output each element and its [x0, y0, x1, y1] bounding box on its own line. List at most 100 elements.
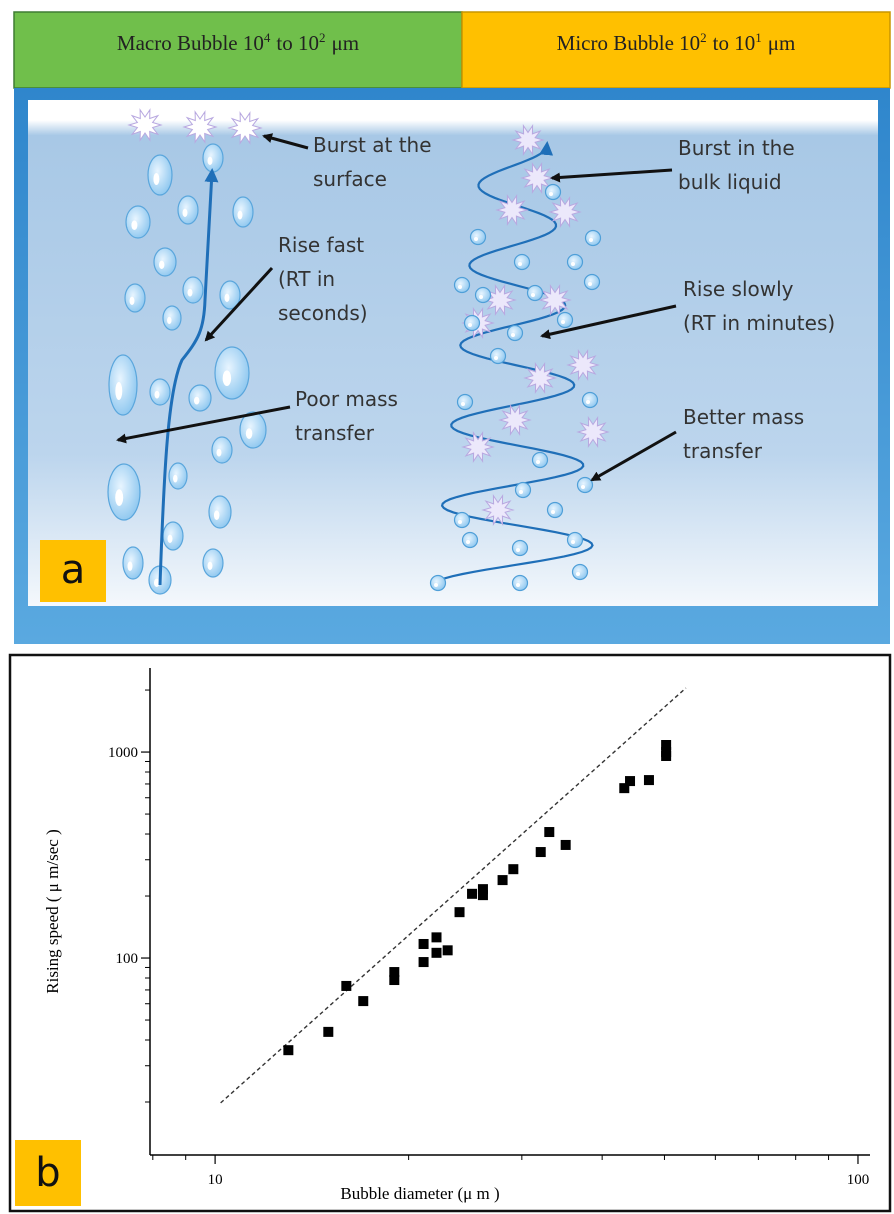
bubble-highlight	[115, 489, 123, 506]
annotation: Rise fast	[278, 233, 364, 257]
bubble-highlight	[561, 320, 565, 324]
bubble	[109, 355, 137, 415]
micro-bubble	[513, 541, 528, 556]
bubble-highlight	[183, 209, 188, 217]
point	[644, 775, 654, 785]
bubble-highlight	[588, 282, 592, 286]
point	[283, 1045, 293, 1055]
micro-bubble	[476, 288, 491, 303]
point	[358, 996, 368, 1006]
bubble-highlight	[516, 583, 520, 587]
micro-bubble	[455, 278, 470, 293]
point	[467, 889, 477, 899]
bubble-highlight	[474, 237, 478, 241]
bubble-highlight	[155, 391, 160, 399]
micro-bubble	[431, 576, 446, 591]
micro-bubble	[455, 513, 470, 528]
annotation: seconds)	[278, 301, 368, 325]
point	[478, 890, 488, 900]
bubble	[108, 464, 140, 520]
point	[498, 875, 508, 885]
bubble	[163, 522, 183, 550]
micro-bubble	[471, 230, 486, 245]
micro-bubble	[528, 286, 543, 301]
bubble-highlight	[551, 510, 555, 514]
point	[625, 776, 635, 786]
text: Macro Bubble 10	[117, 31, 264, 55]
bubble	[150, 379, 170, 405]
micro-bubble	[586, 231, 601, 246]
y-axis-title: Rising speed ( μ m/sec )	[43, 829, 62, 993]
text: μm	[768, 31, 796, 55]
bubble	[203, 549, 223, 577]
x-axis-title: Bubble diameter (μ m )	[340, 1184, 499, 1203]
bubble	[148, 155, 172, 195]
bubble-highlight	[458, 520, 462, 524]
bubble-highlight	[536, 460, 540, 464]
bubble	[123, 547, 143, 579]
point	[389, 975, 399, 985]
bubble-highlight	[208, 157, 213, 165]
bubble	[183, 277, 203, 303]
bubble	[169, 463, 187, 489]
bubble-highlight	[131, 220, 137, 230]
text: Micro Bubble 10	[557, 31, 700, 55]
bubble-highlight	[115, 382, 122, 400]
bubble-highlight	[128, 561, 133, 571]
bubble	[209, 496, 231, 528]
x-tick-label: 100	[847, 1172, 870, 1188]
bubble-highlight	[511, 333, 515, 337]
micro-bubble	[463, 533, 478, 548]
annotation: transfer	[295, 421, 375, 445]
y-tick-label: 1000	[108, 745, 138, 761]
bubble-highlight	[589, 238, 593, 242]
annotation: (RT in minutes)	[683, 311, 835, 335]
annotation: Rise slowly	[683, 277, 794, 301]
bubble-highlight	[576, 572, 580, 576]
bubble-highlight	[466, 540, 470, 544]
point	[432, 948, 442, 958]
point	[544, 827, 554, 837]
bubble-highlight	[468, 323, 472, 327]
annotation: surface	[313, 167, 387, 191]
bubble-highlight	[217, 449, 222, 457]
bubble	[125, 284, 145, 312]
micro-bubble	[533, 453, 548, 468]
micro-bubble	[548, 503, 563, 518]
superscript: 2	[319, 30, 326, 45]
bubble	[154, 248, 176, 276]
bubble-highlight	[167, 317, 172, 324]
micro-bubble	[491, 349, 506, 364]
annotation: Burst in the	[678, 136, 795, 160]
point	[323, 1027, 333, 1037]
bubble-highlight	[571, 262, 575, 266]
bubble-highlight	[518, 262, 522, 266]
superscript: 2	[700, 30, 707, 45]
panel-label: a	[61, 547, 86, 593]
bubble-highlight	[168, 535, 173, 543]
point	[508, 864, 518, 874]
point	[419, 939, 429, 949]
point	[455, 907, 465, 917]
micro-bubble	[568, 255, 583, 270]
x-tick-label: 10	[208, 1172, 223, 1188]
annotation: transfer	[683, 439, 763, 463]
panel-label: b	[35, 1150, 60, 1196]
annotation: (RT in	[278, 267, 335, 291]
bubble-highlight	[461, 402, 465, 406]
bubble	[189, 385, 211, 411]
bubble-highlight	[214, 510, 220, 520]
y-tick-label: 100	[116, 951, 139, 967]
bubble-highlight	[519, 490, 523, 494]
panel-b-frame	[10, 655, 890, 1211]
text: μm	[331, 31, 359, 55]
bubble-highlight	[516, 548, 520, 552]
bubble-highlight	[153, 173, 159, 185]
bubble-highlight	[479, 295, 483, 299]
bubble-highlight	[531, 293, 535, 297]
bubble-highlight	[494, 356, 498, 360]
bubble	[126, 206, 150, 238]
point	[536, 847, 546, 857]
micro-bubble	[516, 483, 531, 498]
bubble-highlight	[159, 261, 165, 269]
